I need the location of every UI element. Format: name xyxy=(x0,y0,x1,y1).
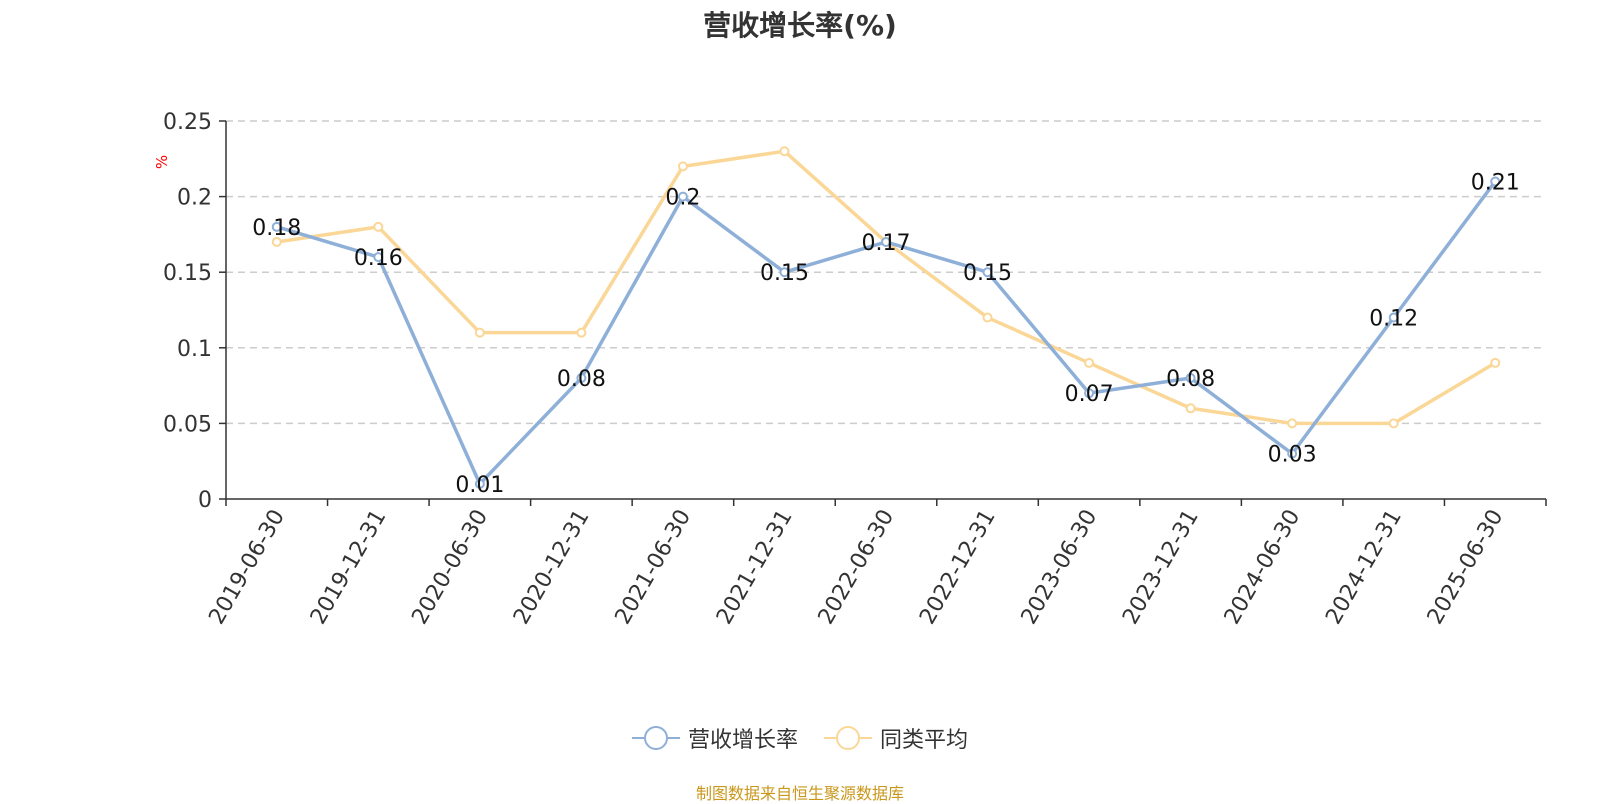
legend-swatch-icon xyxy=(824,725,872,751)
y-tick-label: 0.15 xyxy=(163,261,212,286)
data-point xyxy=(779,267,790,278)
x-tick-label: 2025-06-30 xyxy=(1423,506,1509,629)
series-lines xyxy=(271,146,1501,489)
data-point xyxy=(982,267,993,278)
data-point xyxy=(1287,418,1298,429)
data-point xyxy=(982,312,993,323)
data-labels: 0.18 0.16 0.01 0.08 0.2 0.15 0.17 0.15 0.07 0.08 0… xyxy=(252,170,1519,497)
data-point xyxy=(1287,448,1298,459)
data-point xyxy=(474,327,485,338)
data-point xyxy=(1084,388,1095,399)
chart-title: 营收增长率(%) xyxy=(703,9,897,42)
x-tick-label: 2022-12-31 xyxy=(915,506,1001,629)
y-axis-label: % xyxy=(153,155,171,169)
legend: 营收增长率 同类平均 xyxy=(0,722,1600,754)
data-point xyxy=(576,373,587,384)
data-label: 0.2 xyxy=(665,186,700,211)
data-point xyxy=(1185,373,1196,384)
data-label: 0.18 xyxy=(252,216,301,241)
legend-swatch-icon xyxy=(631,725,680,751)
x-tick-label: 2024-06-30 xyxy=(1220,506,1306,629)
y-tick-label: 0.25 xyxy=(163,110,212,135)
data-point xyxy=(271,221,282,232)
data-point xyxy=(373,221,384,232)
x-tick-label: 2020-12-31 xyxy=(509,506,595,629)
x-tick-label: 2024-12-31 xyxy=(1321,506,1407,629)
data-label: 0.16 xyxy=(354,246,403,271)
y-tick-label: 0.2 xyxy=(177,186,212,211)
data-label: 0.21 xyxy=(1471,170,1520,195)
data-label: 0.08 xyxy=(557,367,606,392)
y-tick-label: 0.1 xyxy=(177,337,212,362)
legend-item[interactable]: 营收增长率 xyxy=(631,722,798,754)
data-point xyxy=(474,478,485,489)
data-point xyxy=(1185,403,1196,414)
data-point xyxy=(1490,357,1501,368)
x-tick-label: 2019-06-30 xyxy=(204,506,290,629)
data-point xyxy=(1388,418,1399,429)
data-point xyxy=(881,236,891,247)
x-tick-label: 2020-06-30 xyxy=(407,506,493,629)
data-point xyxy=(271,236,282,247)
x-tick-label: 2023-06-30 xyxy=(1017,506,1103,629)
data-label: 0.15 xyxy=(963,261,1012,286)
x-tick-label: 2023-12-31 xyxy=(1118,506,1204,629)
data-point xyxy=(779,146,790,157)
grid-lines xyxy=(226,120,1546,425)
axes: 0 0.05 0.1 0.15 0.2 0.25% 2019-06-30 2019-12-31… xyxy=(153,110,1547,629)
y-tick-label: 0 xyxy=(198,488,212,513)
data-point xyxy=(1490,176,1501,187)
data-point xyxy=(677,161,688,172)
data-point xyxy=(1084,357,1095,368)
data-label: 0.17 xyxy=(862,231,911,256)
data-point xyxy=(373,252,384,263)
data-label: 0.07 xyxy=(1065,382,1114,407)
data-point xyxy=(576,327,587,338)
data-label: 0.03 xyxy=(1268,443,1317,468)
legend-label: 同类平均 xyxy=(880,728,969,753)
data-label: 0.15 xyxy=(760,261,809,286)
data-label: 0.01 xyxy=(455,473,504,498)
series-line xyxy=(276,149,1497,426)
series-line xyxy=(276,180,1497,486)
data-label: 0.08 xyxy=(1166,367,1215,392)
source-note: 制图数据来自恒生聚源数据库 xyxy=(695,784,904,803)
x-tick-label: 2021-12-31 xyxy=(712,506,798,629)
y-tick-label: 0.05 xyxy=(163,412,212,437)
data-point xyxy=(1388,312,1399,323)
x-tick-label: 2019-12-31 xyxy=(306,506,392,629)
x-tick-label: 2021-06-30 xyxy=(611,506,697,629)
data-label: 0.12 xyxy=(1369,307,1418,332)
x-tick-label: 2022-06-30 xyxy=(814,506,900,629)
line-chart: 0 0.05 0.1 0.15 0.2 0.25% 2019-06-30 2019-12-31… xyxy=(153,110,1547,629)
data-point xyxy=(677,191,688,202)
legend-item[interactable]: 同类平均 xyxy=(824,722,968,754)
legend-label: 营收增长率 xyxy=(687,728,798,753)
